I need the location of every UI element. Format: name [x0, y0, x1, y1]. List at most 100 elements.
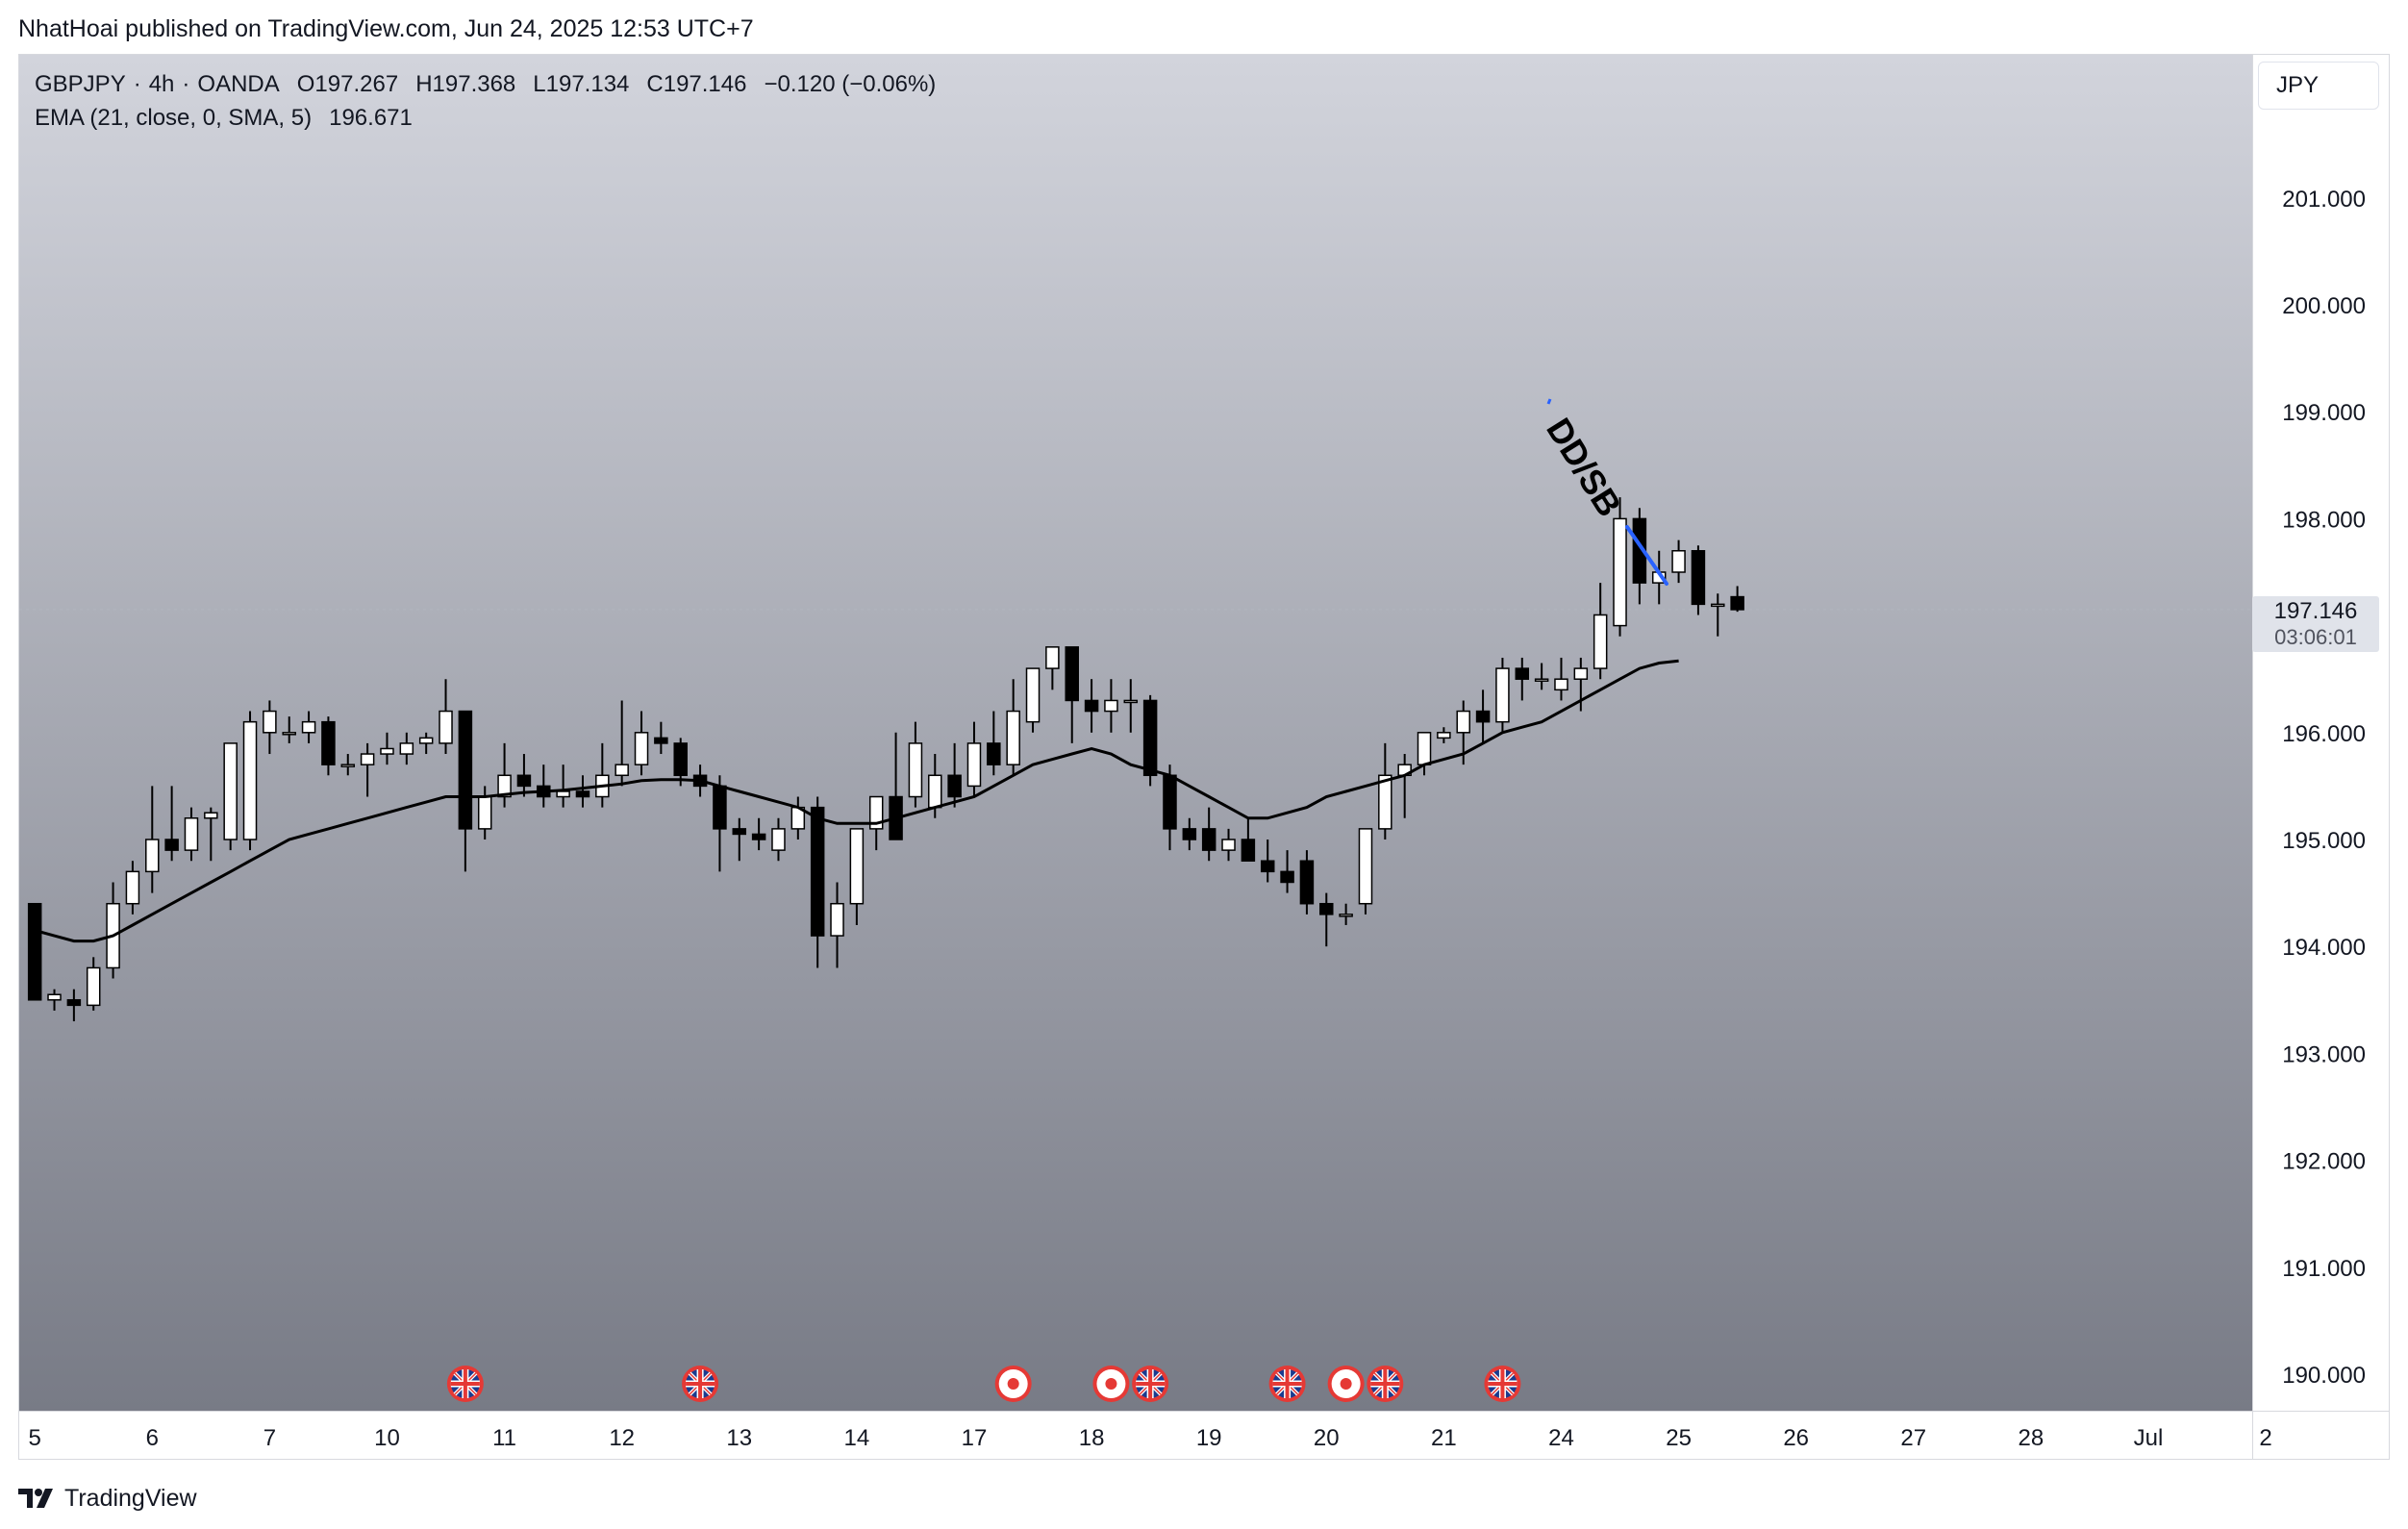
- tradingview-logo-icon[interactable]: [18, 1487, 57, 1510]
- legend-symbol[interactable]: GBPJPY: [35, 71, 126, 97]
- candle[interactable]: [477, 786, 492, 840]
- candle[interactable]: [497, 742, 512, 808]
- candle[interactable]: [1280, 850, 1294, 893]
- candle[interactable]: [1573, 657, 1589, 712]
- legend-ema-label[interactable]: EMA (21, close, 0, SMA, 5): [35, 105, 313, 131]
- uk-flag-event-icon[interactable]: [1367, 1366, 1404, 1402]
- currency-button[interactable]: JPY: [2258, 62, 2379, 110]
- candle[interactable]: [1613, 497, 1627, 637]
- candle[interactable]: [1534, 663, 1549, 690]
- time-tick-label: 20: [1314, 1425, 1340, 1451]
- candle[interactable]: [1260, 840, 1275, 883]
- candle[interactable]: [987, 711, 1001, 776]
- uk-flag-event-icon[interactable]: [1268, 1366, 1306, 1402]
- candle[interactable]: [1671, 539, 1686, 584]
- price-chart[interactable]: 190.000 191.000 192.000 193.000 194.000 195.0…: [19, 55, 2389, 1459]
- price-tick-label: 201.000: [2282, 187, 2366, 213]
- candle[interactable]: [86, 957, 101, 1011]
- uk-flag-event-icon[interactable]: [446, 1366, 484, 1402]
- time-tick-label: 6: [146, 1425, 159, 1451]
- candle[interactable]: [125, 861, 140, 915]
- uk-flag-event-icon[interactable]: [1132, 1366, 1169, 1402]
- candle[interactable]: [1241, 817, 1256, 862]
- candle[interactable]: [164, 786, 179, 862]
- candle[interactable]: [184, 807, 199, 862]
- annotation-line[interactable]: [1625, 525, 1668, 586]
- candle[interactable]: [654, 721, 668, 755]
- japan-flag-event-icon[interactable]: [1327, 1366, 1365, 1402]
- candle[interactable]: [849, 828, 865, 925]
- candle[interactable]: [242, 711, 258, 851]
- japan-flag-event-icon[interactable]: [994, 1366, 1032, 1402]
- uk-flag-event-icon[interactable]: [1484, 1366, 1521, 1402]
- candle[interactable]: [1084, 679, 1099, 733]
- footer-brand[interactable]: TradingView: [64, 1484, 197, 1512]
- candle[interactable]: [1632, 508, 1647, 605]
- candle[interactable]: [771, 817, 786, 862]
- chart-legend: GBPJPY · 4h · OANDA O197.267 H197.368 L197.134 C…: [35, 67, 936, 135]
- candle[interactable]: [321, 716, 336, 776]
- candle[interactable]: [458, 710, 473, 872]
- candle[interactable]: [418, 732, 434, 755]
- candle[interactable]: [1163, 764, 1177, 851]
- candle[interactable]: [1065, 646, 1079, 743]
- candle[interactable]: [1554, 657, 1568, 701]
- candle[interactable]: [1319, 892, 1334, 947]
- candle[interactable]: [1123, 679, 1139, 733]
- japan-flag-event-icon[interactable]: [1092, 1366, 1130, 1402]
- candle[interactable]: [1045, 646, 1060, 690]
- candle[interactable]: [1358, 828, 1373, 915]
- candle[interactable]: [66, 989, 82, 1022]
- candle[interactable]: [634, 711, 649, 776]
- candle[interactable]: [1691, 545, 1706, 615]
- candle[interactable]: [360, 742, 375, 797]
- candle[interactable]: [282, 716, 296, 743]
- candle[interactable]: [868, 795, 884, 851]
- candle[interactable]: [1475, 689, 1491, 743]
- candle[interactable]: [1495, 657, 1510, 733]
- candle[interactable]: [1221, 828, 1236, 862]
- candle[interactable]: [732, 817, 747, 862]
- candle[interactable]: [615, 700, 629, 787]
- candle[interactable]: [1201, 807, 1217, 862]
- candle[interactable]: [1417, 732, 1432, 776]
- candle[interactable]: [1730, 586, 1744, 613]
- candle[interactable]: [908, 721, 923, 808]
- candle[interactable]: [575, 775, 590, 808]
- candle[interactable]: [516, 754, 532, 797]
- chart-frame: [18, 54, 2390, 1460]
- candle[interactable]: [145, 786, 160, 893]
- candle[interactable]: [1593, 583, 1608, 680]
- candle[interactable]: [1515, 657, 1530, 701]
- candle[interactable]: [263, 700, 277, 755]
- candle[interactable]: [751, 817, 766, 851]
- candle[interactable]: [1182, 817, 1197, 851]
- candle[interactable]: [399, 732, 414, 765]
- candle[interactable]: [301, 711, 316, 743]
- candle[interactable]: [27, 902, 42, 1001]
- candle[interactable]: [223, 742, 238, 851]
- candle[interactable]: [47, 989, 62, 1011]
- candle[interactable]: [1006, 679, 1020, 776]
- candle[interactable]: [1711, 593, 1725, 637]
- candle[interactable]: [380, 732, 394, 765]
- candle[interactable]: [966, 721, 982, 797]
- candle[interactable]: [810, 796, 825, 968]
- candle[interactable]: [1339, 903, 1353, 925]
- time-tick-label: 14: [844, 1425, 870, 1451]
- candle[interactable]: [673, 738, 688, 787]
- candle[interactable]: [1299, 850, 1315, 915]
- candle[interactable]: [340, 754, 356, 776]
- plot-background: [19, 55, 2252, 1411]
- price-tick-label: 196.000: [2282, 721, 2366, 747]
- candle[interactable]: [947, 742, 962, 808]
- candle[interactable]: [1104, 679, 1118, 733]
- candle[interactable]: [439, 679, 453, 755]
- last-price-value: 197.146: [2273, 598, 2358, 624]
- candle[interactable]: [204, 807, 218, 862]
- candle[interactable]: [830, 882, 844, 968]
- candle[interactable]: [1025, 667, 1041, 733]
- uk-flag-event-icon[interactable]: [682, 1366, 719, 1402]
- candle[interactable]: [1378, 742, 1392, 840]
- candle[interactable]: [1437, 727, 1451, 743]
